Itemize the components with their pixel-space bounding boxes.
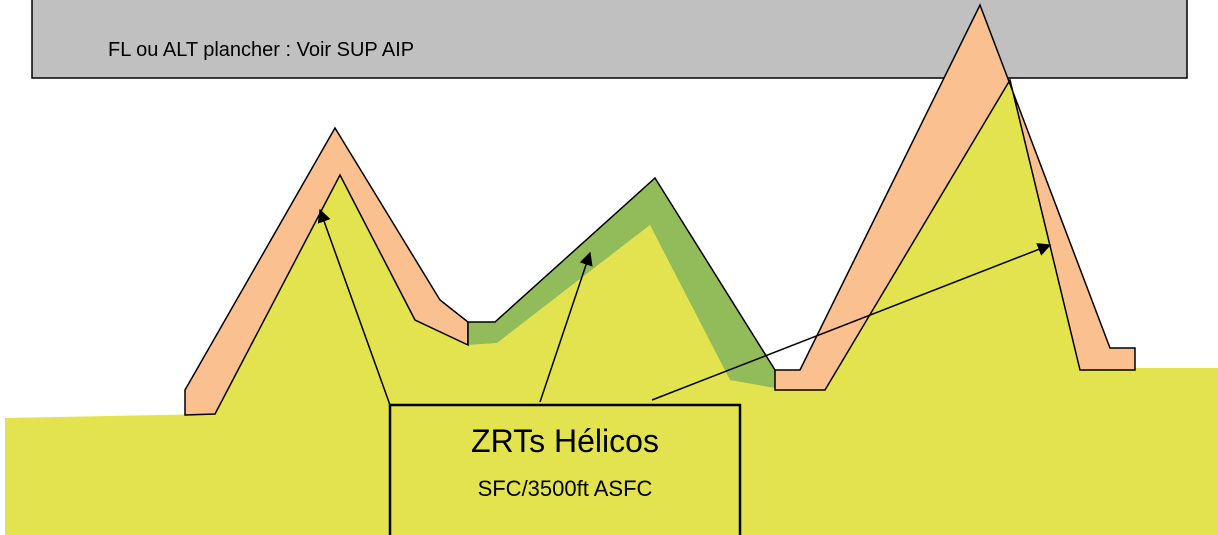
label-title: ZRTs Hélicos bbox=[471, 423, 659, 459]
label-subtitle: SFC/3500ft ASFC bbox=[478, 476, 653, 501]
banner-text: FL ou ALT plancher : Voir SUP AIP bbox=[108, 39, 414, 61]
diagram: FL ou ALT plancher : Voir SUP AIP ZRTs H… bbox=[0, 0, 1218, 535]
page: {"banner": {"text": "FL ou ALT plancher … bbox=[0, 0, 1218, 535]
